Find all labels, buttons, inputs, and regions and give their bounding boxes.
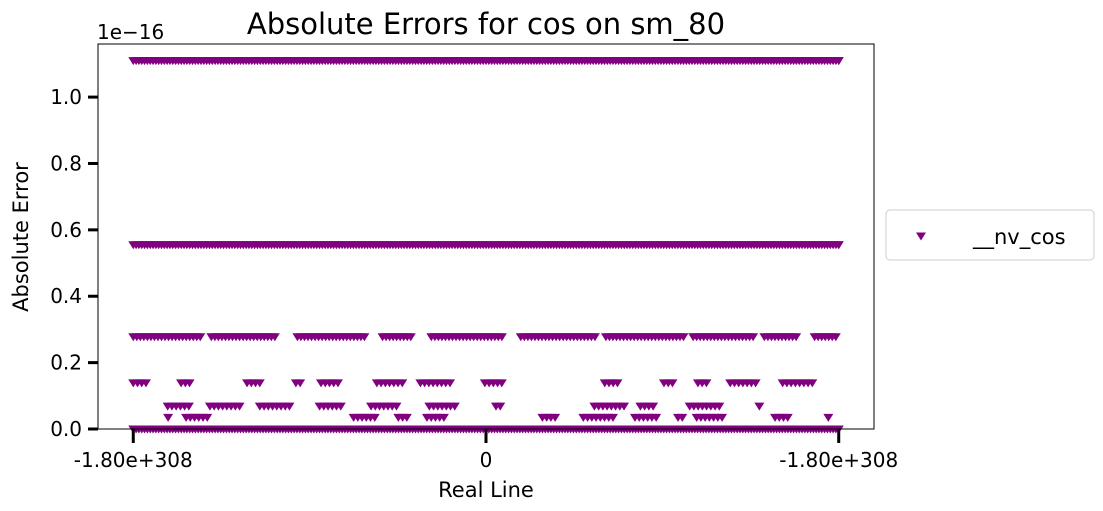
data-point-marker [830,333,841,342]
x-tick-label: -1.80e+308 [779,448,898,472]
data-point-marker [405,333,416,342]
y-tick-label: 0.0 [50,417,82,441]
data-point-marker [607,413,618,422]
y-tick-label: 0.2 [50,351,82,375]
data-point-marker [369,413,380,422]
data-point-marker [550,413,561,422]
data-point-marker [589,333,600,342]
data-point-marker [496,333,507,342]
data-point-marker [782,413,793,422]
data-point-marker [677,413,688,422]
data-point-marker [184,379,195,388]
y-axis-label: Absolute Error [9,162,33,312]
y-tick-label: 0.8 [50,151,82,175]
data-point-marker [748,333,759,342]
data-point-marker [619,402,630,411]
legend-entry-label: __nv_cos [972,225,1066,250]
data-point-marker [254,379,265,388]
data-point-marker [449,402,460,411]
data-point-marker [445,379,456,388]
data-point-marker [651,413,662,422]
data-point-marker [183,402,194,411]
legend: __nv_cos [885,209,1095,261]
x-tick-label: 0 [480,448,493,472]
data-point-marker [648,402,659,411]
data-point-marker [791,333,802,342]
data-point-marker [807,379,818,388]
data-point-marker [195,333,206,342]
y-tick-label: 0.4 [50,284,82,308]
y-axis: 0.0 0.2 0.4 0.6 0.8 1.0 [50,85,98,441]
data-point-marker [438,413,449,422]
data-point-marker [202,413,213,422]
data-point-marker [335,402,346,411]
legend-marker-triangle-icon [916,232,926,241]
x-axis-label: Real Line [438,478,534,502]
y-tick-label: 1.0 [50,85,82,109]
data-point-marker [833,57,844,66]
data-point-marker [332,379,343,388]
data-point-marker [714,402,725,411]
legend-frame [885,209,1095,261]
data-point-marker [612,379,623,388]
data-point-marker [833,241,844,250]
data-point-marker [163,413,174,422]
data-point-marker [750,379,761,388]
chart-title: Absolute Errors for cos on sm_80 [247,7,725,41]
data-point-marker [295,379,306,388]
data-point-marker [701,379,712,388]
data-point-marker [391,402,402,411]
data-point-marker [717,413,728,422]
data-point-marker [495,402,506,411]
data-point-marker [667,379,678,388]
data-point-marker [234,402,245,411]
data-point-marker [140,379,151,388]
series-markers [128,57,844,434]
plot-area-frame [97,43,875,430]
x-axis: -1.80e+308 0 -1.80e+308 [74,429,898,472]
data-point-marker [678,333,689,342]
data-point-marker [284,402,295,411]
x-tick-label: -1.80e+308 [74,448,193,472]
y-offset-label: 1e−16 [97,20,164,44]
data-point-marker [359,333,370,342]
data-point-marker [269,333,280,342]
data-point-marker [401,413,412,422]
y-tick-label: 0.6 [50,218,82,242]
data-point-marker [397,379,408,388]
data-point-marker [496,379,507,388]
data-point-marker [754,402,765,411]
data-point-marker [823,413,834,422]
